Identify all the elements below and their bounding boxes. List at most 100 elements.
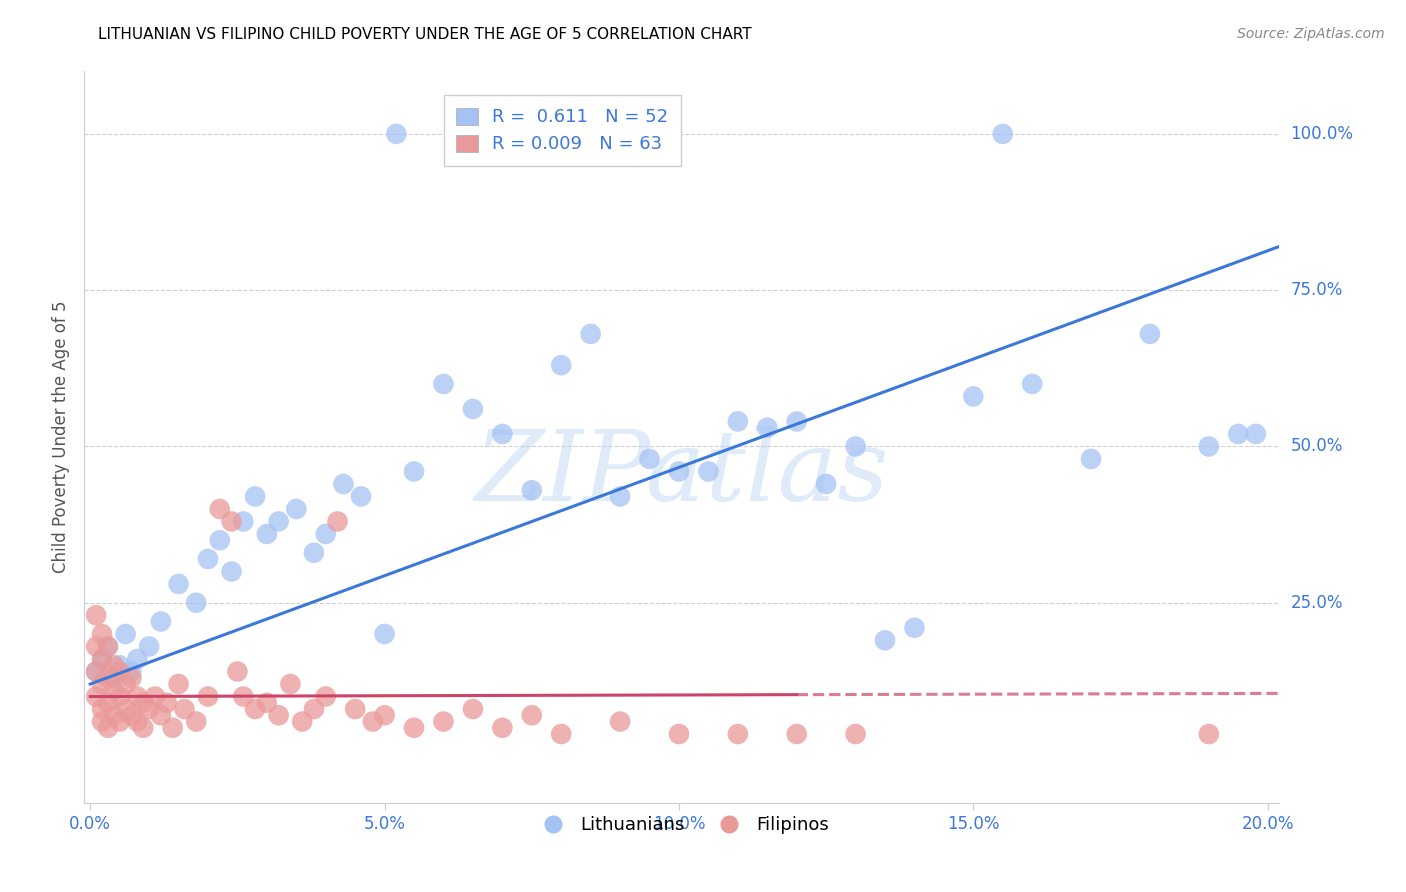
Point	[815, 477, 838, 491]
Point	[845, 440, 868, 454]
Point	[97, 696, 120, 710]
Point	[197, 690, 219, 704]
Point	[103, 708, 125, 723]
Point	[221, 565, 243, 579]
Point	[103, 658, 125, 673]
Point	[84, 608, 107, 623]
Point	[520, 483, 543, 498]
Point	[1021, 376, 1043, 391]
Text: 100.0%: 100.0%	[1291, 125, 1354, 143]
Point	[402, 465, 425, 479]
Point	[138, 640, 160, 654]
Point	[280, 677, 302, 691]
Point	[873, 633, 896, 648]
Point	[326, 515, 349, 529]
Point	[108, 690, 131, 704]
Point	[786, 727, 808, 741]
Point	[167, 577, 190, 591]
Point	[332, 477, 354, 491]
Point	[84, 690, 107, 704]
Point	[103, 683, 125, 698]
Point	[727, 414, 749, 428]
Point	[97, 721, 120, 735]
Point	[208, 502, 231, 516]
Point	[226, 665, 249, 679]
Point	[208, 533, 231, 548]
Point	[491, 721, 513, 735]
Point	[845, 727, 868, 741]
Point	[114, 627, 136, 641]
Point	[149, 615, 172, 629]
Point	[550, 358, 572, 372]
Point	[991, 127, 1014, 141]
Point	[97, 671, 120, 685]
Point	[232, 690, 254, 704]
Point	[243, 490, 266, 504]
Point	[97, 640, 120, 654]
Point	[156, 696, 179, 710]
Point	[350, 490, 373, 504]
Point	[91, 677, 114, 691]
Point	[120, 665, 142, 679]
Legend: Lithuanians, Filipinos: Lithuanians, Filipinos	[527, 809, 837, 841]
Point	[638, 452, 661, 467]
Point	[697, 465, 720, 479]
Point	[127, 690, 149, 704]
Point	[668, 727, 690, 741]
Point	[127, 652, 149, 666]
Point	[91, 714, 114, 729]
Point	[97, 640, 120, 654]
Text: 25.0%: 25.0%	[1291, 594, 1343, 612]
Point	[609, 490, 631, 504]
Point	[197, 552, 219, 566]
Text: ZIPatlas: ZIPatlas	[475, 426, 889, 521]
Point	[114, 677, 136, 691]
Point	[461, 401, 484, 416]
Text: 50.0%: 50.0%	[1291, 437, 1343, 456]
Point	[361, 714, 384, 729]
Point	[243, 702, 266, 716]
Point	[786, 414, 808, 428]
Point	[1198, 727, 1220, 741]
Point	[138, 702, 160, 716]
Point	[1244, 426, 1267, 441]
Point	[91, 702, 114, 716]
Point	[385, 127, 408, 141]
Point	[609, 714, 631, 729]
Point	[962, 389, 984, 403]
Y-axis label: Child Poverty Under the Age of 5: Child Poverty Under the Age of 5	[52, 301, 70, 574]
Point	[127, 714, 149, 729]
Point	[432, 376, 454, 391]
Point	[173, 702, 195, 716]
Point	[727, 727, 749, 741]
Point	[756, 420, 779, 434]
Point	[232, 515, 254, 529]
Point	[221, 515, 243, 529]
Point	[267, 515, 290, 529]
Point	[285, 502, 308, 516]
Point	[291, 714, 314, 729]
Point	[374, 708, 396, 723]
Point	[91, 652, 114, 666]
Point	[491, 426, 513, 441]
Point	[186, 714, 208, 729]
Point	[1080, 452, 1102, 467]
Point	[461, 702, 484, 716]
Point	[114, 702, 136, 716]
Point	[132, 696, 155, 710]
Point	[302, 702, 325, 716]
Point	[550, 727, 572, 741]
Point	[1198, 440, 1220, 454]
Point	[1139, 326, 1161, 341]
Text: LITHUANIAN VS FILIPINO CHILD POVERTY UNDER THE AGE OF 5 CORRELATION CHART: LITHUANIAN VS FILIPINO CHILD POVERTY UND…	[98, 27, 752, 42]
Point	[91, 652, 114, 666]
Point	[132, 721, 155, 735]
Point	[315, 690, 337, 704]
Point	[149, 708, 172, 723]
Point	[256, 696, 278, 710]
Text: Source: ZipAtlas.com: Source: ZipAtlas.com	[1237, 27, 1385, 41]
Point	[256, 527, 278, 541]
Point	[108, 665, 131, 679]
Point	[120, 708, 142, 723]
Point	[1227, 426, 1250, 441]
